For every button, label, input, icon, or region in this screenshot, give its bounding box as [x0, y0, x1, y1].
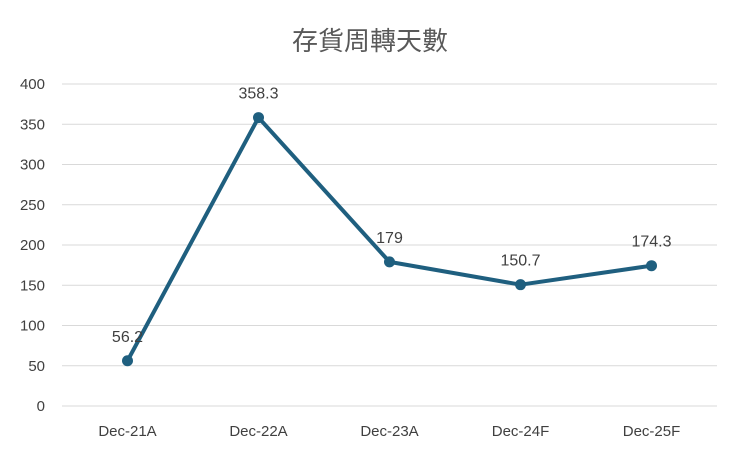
- data-point: [384, 256, 395, 268]
- data-label: 179: [376, 230, 403, 247]
- data-label: 358.3: [238, 86, 278, 103]
- series: [122, 112, 657, 367]
- y-tick-label: 100: [20, 318, 45, 335]
- data-point: [646, 260, 657, 272]
- data-label: 174.3: [631, 234, 671, 251]
- x-tick-label: Dec-24F: [492, 423, 550, 440]
- y-tick-label: 300: [20, 157, 45, 174]
- y-tick-label: 0: [37, 398, 45, 415]
- data-label: 56.2: [112, 329, 143, 346]
- gridlines: [62, 83, 717, 407]
- x-tick-label: Dec-25F: [623, 423, 681, 440]
- y-tick-label: 50: [28, 358, 45, 375]
- y-tick-label: 250: [20, 197, 45, 214]
- data-point: [515, 279, 526, 291]
- x-tick-label: Dec-23A: [360, 423, 418, 440]
- y-tick-label: 350: [20, 116, 45, 133]
- y-tick-label: 150: [20, 277, 45, 294]
- y-axis-ticks: 0 50 100 150 200 250 300 350 400: [20, 76, 45, 415]
- x-axis-ticks: Dec-21A Dec-22A Dec-23A Dec-24F Dec-25F: [98, 423, 680, 440]
- data-labels: 56.2 358.3 179 150.7 174.3: [112, 86, 672, 346]
- y-tick-label: 400: [20, 76, 45, 93]
- data-point: [122, 355, 133, 367]
- x-tick-label: Dec-21A: [98, 423, 156, 440]
- y-tick-label: 200: [20, 237, 45, 254]
- data-point: [253, 112, 264, 124]
- data-label: 150.7: [500, 253, 540, 270]
- chart-title: 存貨周轉天數: [292, 27, 448, 57]
- x-tick-label: Dec-22A: [229, 423, 287, 440]
